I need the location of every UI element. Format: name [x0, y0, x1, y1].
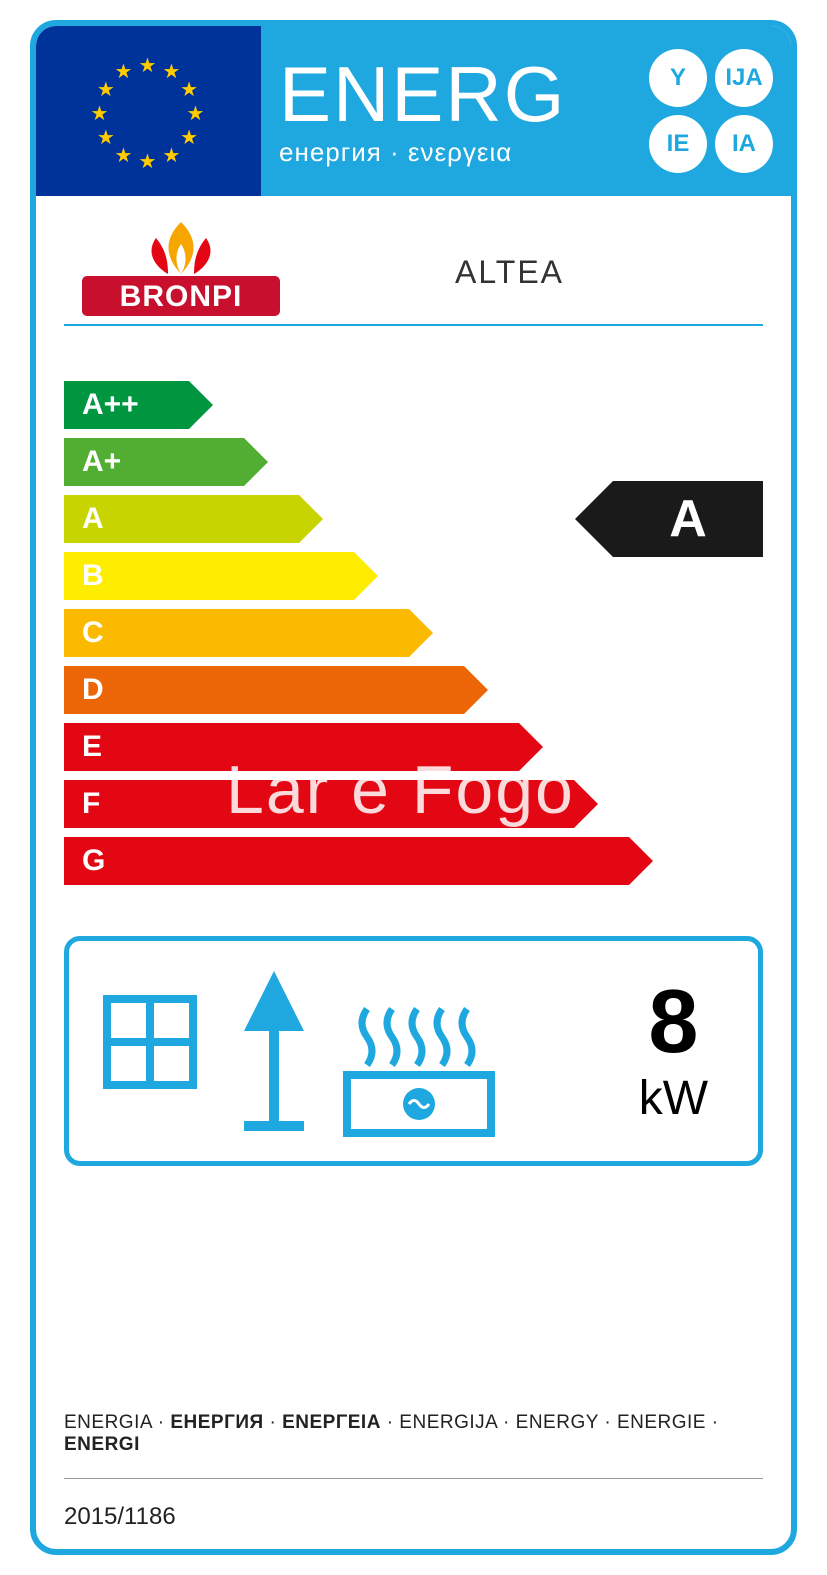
scale-bar: A+: [64, 438, 244, 486]
efficiency-scale: A++A+ABCDEFG A: [64, 381, 763, 901]
eu-star: ★: [139, 53, 157, 78]
eu-star: ★: [97, 77, 115, 102]
eu-star: ★: [115, 143, 133, 168]
eu-star: ★: [163, 143, 181, 168]
eu-star: ★: [91, 101, 109, 126]
eu-flag: ★★★★★★★★★★★★: [36, 26, 261, 196]
scale-bars: A++ A+ ABCDEFG: [64, 381, 629, 894]
scale-bar: C: [64, 609, 409, 657]
energ-text: ENERG енергия · ενεργεια: [279, 55, 641, 168]
scale-bar: F: [64, 780, 574, 828]
energ-title: ENERG: [279, 55, 641, 133]
scale-bar: B: [64, 552, 354, 600]
eu-star: ★: [163, 59, 181, 84]
scale-bar: G: [64, 837, 629, 885]
power-value: 8 kW: [639, 977, 728, 1126]
energ-block: ENERG енергия · ενεργεια YIJAIEIA: [261, 26, 791, 196]
window-icon: [99, 991, 209, 1141]
suffix-circle: IA: [715, 115, 773, 173]
rating-letter: A: [669, 489, 707, 549]
header: ★★★★★★★★★★★★ ENERG енергия · ενεργεια YI…: [36, 26, 791, 196]
suffix-circle: IJA: [715, 49, 773, 107]
footer: ENERGIA · ЕНЕРГИЯ · ΕΝΕΡΓΕΙΑ · ENERGIJA …: [64, 1412, 763, 1531]
scale-bar: A: [64, 495, 299, 543]
scale-bar: E: [64, 723, 519, 771]
lamp-icon: [229, 961, 319, 1141]
regulation-number: 2015/1186: [64, 1503, 763, 1531]
eu-star: ★: [180, 125, 198, 150]
suffix-circle: Y: [649, 49, 707, 107]
svg-text:BRONPI: BRONPI: [120, 280, 243, 313]
model-name: ALTEA: [286, 254, 733, 291]
brand-model-row: BRONPI ALTEA: [64, 196, 763, 326]
eu-star: ★: [97, 125, 115, 150]
suffix-circle: IE: [649, 115, 707, 173]
power-number: 8: [639, 977, 708, 1067]
heater-icon: [339, 1001, 499, 1141]
eu-star: ★: [180, 77, 198, 102]
scale-bar: A++: [64, 381, 189, 429]
eu-star: ★: [115, 59, 133, 84]
eu-star: ★: [187, 101, 205, 126]
bronpi-logo: BRONPI: [76, 220, 286, 325]
rating-arrow: A: [613, 481, 763, 557]
suffix-grid: YIJAIEIA: [649, 49, 773, 173]
footer-words: ENERGIA · ЕНЕРГИЯ · ΕΝΕΡΓΕΙΑ · ENERGIJA …: [64, 1412, 763, 1479]
eu-star: ★: [139, 149, 157, 174]
power-box: 8 kW: [64, 936, 763, 1166]
energy-label-frame: ★★★★★★★★★★★★ ENERG енергия · ενεργεια YI…: [30, 20, 797, 1555]
bronpi-logo-svg: BRONPI: [76, 220, 286, 320]
energ-subtitle: енергия · ενεργεια: [279, 137, 641, 168]
scale-bar: D: [64, 666, 464, 714]
eu-stars-ring: ★★★★★★★★★★★★: [89, 51, 209, 171]
power-unit: kW: [639, 1071, 708, 1126]
pictograms: [99, 961, 639, 1141]
